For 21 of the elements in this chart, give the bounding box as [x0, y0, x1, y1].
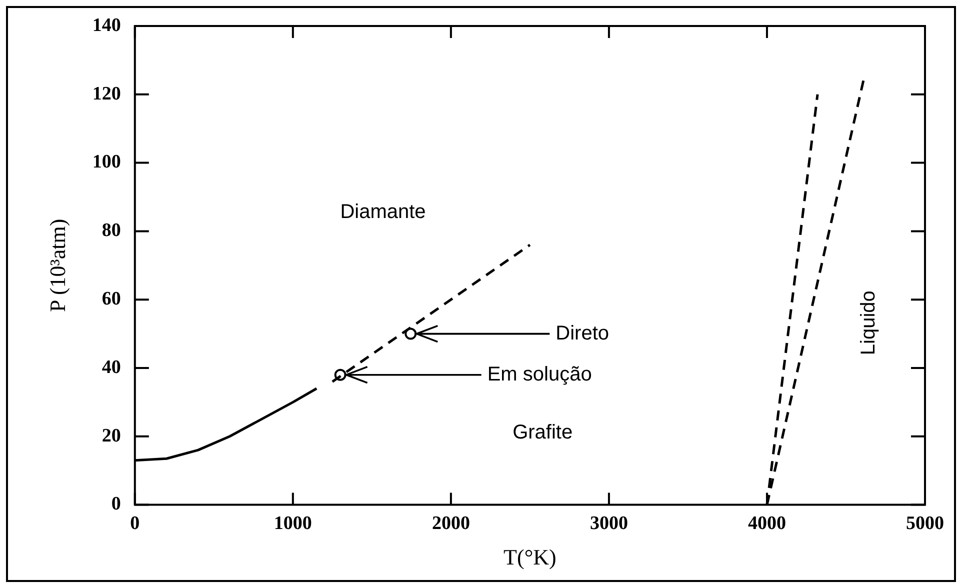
y-tick-label: 20: [102, 425, 121, 446]
annotation: Liquido: [857, 290, 880, 356]
y-tick-label: 140: [92, 14, 121, 36]
y-tick-label: 60: [102, 288, 121, 310]
y-tick-label: 40: [102, 356, 121, 378]
x-tick-label: 2000: [432, 513, 470, 534]
annotation: Grafite: [512, 421, 573, 444]
x-tick-label: 1000: [274, 513, 312, 534]
y-tick-label: 120: [92, 83, 121, 104]
y-tick-label: 80: [102, 220, 121, 242]
y-tick-label: 0: [111, 494, 121, 515]
x-tick-label: 5000: [906, 513, 944, 534]
x-tick-label: 3000: [590, 513, 628, 534]
annotation: Diamante: [340, 201, 426, 224]
annotation: Em solução: [487, 363, 592, 386]
x-tick-label: 0: [130, 513, 140, 534]
y-axis-title: P (10³atm): [44, 218, 70, 312]
x-tick-label: 4000: [748, 513, 786, 534]
annotation: Direto: [556, 322, 610, 344]
x-axis-title: T(°K): [504, 544, 556, 570]
y-tick-label: 100: [92, 152, 121, 173]
